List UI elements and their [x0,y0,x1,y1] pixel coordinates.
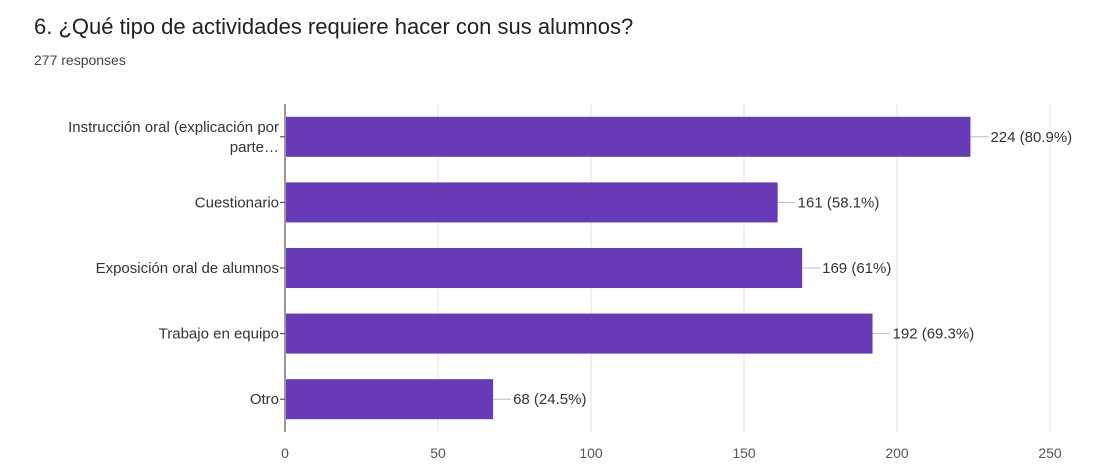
category-label: Trabajo en equipo [159,326,279,343]
data-label: 161 (58.1%) [798,194,880,211]
bar [286,116,971,157]
category-label: Otro [250,391,279,408]
category-label: Instrucción oral (explicación por [68,119,279,136]
x-tick-label: 0 [281,445,289,461]
responses-count: 277 responses [34,52,126,68]
data-label: 169 (61%) [822,260,891,277]
x-tick-label: 150 [732,445,756,461]
x-tick-label: 100 [579,445,603,461]
data-label: 68 (24.5%) [513,391,586,408]
data-label: 192 (69.3%) [893,326,975,343]
x-tick-label: 250 [1038,445,1062,461]
category-label: parte… [230,139,279,156]
bar [286,313,873,354]
category-label: Cuestionario [195,194,279,211]
bar [286,379,494,420]
chart-title: 6. ¿Qué tipo de actividades requiere hac… [34,14,634,39]
x-tick-label: 200 [885,445,909,461]
bar [286,248,803,288]
x-tick-label: 50 [430,445,446,461]
category-label: Exposición oral de alumnos [96,260,279,277]
bar [286,182,778,223]
data-label: 224 (80.9%) [990,129,1072,146]
